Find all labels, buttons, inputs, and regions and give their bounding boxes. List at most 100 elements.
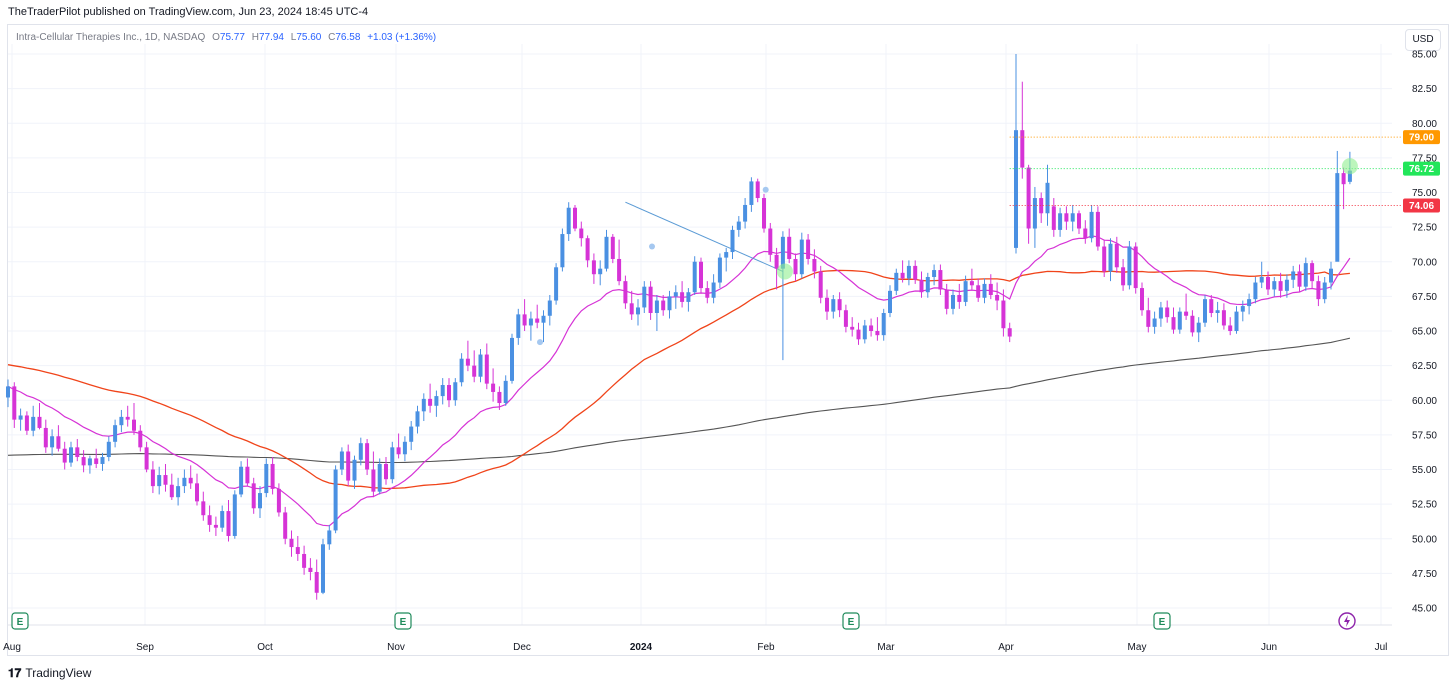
candle-body — [1310, 263, 1315, 282]
candle-body — [629, 303, 634, 315]
open-value: 75.77 — [219, 32, 245, 43]
candle-body — [1228, 325, 1233, 331]
candle-body — [195, 483, 199, 502]
candle-body — [264, 463, 269, 494]
x-tick-label: Mar — [877, 642, 895, 653]
candle-body — [1253, 282, 1258, 300]
candle-body — [837, 299, 842, 311]
symbol-title: Intra-Cellular Therapies Inc., 1D, NASDA… — [16, 32, 206, 43]
candle-body — [1177, 311, 1182, 330]
candle-body — [81, 457, 86, 466]
currency-button[interactable]: USD — [1405, 29, 1441, 51]
candle-body — [163, 475, 168, 485]
candle-body — [232, 494, 237, 536]
earnings-marker-label: E — [400, 617, 407, 628]
candle-body — [339, 451, 344, 470]
candle-body — [888, 290, 892, 313]
candle-body — [944, 289, 949, 309]
price-badge — [1403, 161, 1440, 176]
candle-body — [377, 463, 382, 492]
candle-body — [850, 326, 855, 330]
candle-body — [1051, 206, 1056, 230]
candle-body — [434, 396, 439, 406]
candle-body — [1014, 130, 1018, 248]
candle-body — [207, 515, 212, 525]
candle-body — [995, 294, 1000, 301]
candle-body — [100, 457, 105, 464]
candle-body — [12, 386, 17, 420]
candle-body — [951, 294, 955, 309]
footer-brand-label: TradingView — [25, 666, 92, 680]
candle-body — [806, 239, 811, 259]
earnings-marker-icon — [1153, 612, 1171, 630]
candle-body — [37, 416, 42, 428]
candle-body — [176, 486, 181, 498]
price-badge — [1403, 198, 1440, 213]
candle-body — [636, 307, 640, 315]
slow-moving-average-layer — [7, 337, 1351, 464]
price-badge — [1403, 130, 1440, 145]
earnings-marker-label: E — [848, 617, 855, 628]
candle-body — [1133, 246, 1138, 289]
candle-body — [1165, 307, 1170, 318]
low-value: 75.60 — [296, 32, 322, 43]
candle-body — [1171, 317, 1176, 330]
candle-body — [957, 294, 962, 302]
candle-body — [321, 544, 325, 593]
candle-body — [50, 436, 55, 448]
grid-lines — [8, 44, 1392, 625]
low-label: L — [290, 32, 297, 43]
candle-body — [894, 272, 899, 291]
candle-body — [1083, 228, 1088, 239]
candle-body — [768, 228, 773, 255]
candle-body — [1102, 246, 1107, 272]
candle-body — [547, 300, 552, 316]
fast-moving-average-layer — [7, 235, 1351, 527]
candle-body — [1303, 263, 1308, 287]
candle-body — [113, 425, 118, 442]
candle-body — [1278, 281, 1283, 291]
candle-body — [24, 415, 29, 431]
candle-body — [6, 386, 10, 398]
candle-body — [566, 207, 571, 235]
candle-body — [1077, 213, 1081, 229]
candle-body — [919, 279, 924, 293]
candle-body — [988, 283, 993, 295]
y-tick-label: 75.00 — [1412, 188, 1437, 199]
candle-body — [1203, 299, 1207, 323]
candle-body — [138, 430, 143, 448]
candle-body — [251, 483, 256, 509]
y-tick-label: 45.00 — [1412, 604, 1437, 615]
y-tick-label: 85.00 — [1412, 50, 1437, 61]
candle-body — [421, 398, 426, 412]
candle-body — [604, 236, 609, 269]
ma-mid-line — [7, 269, 1350, 490]
high-value: 77.94 — [258, 32, 284, 43]
lightning-glyph — [1344, 615, 1350, 627]
candle-body — [409, 426, 414, 442]
tradingview-logo-icon: 𝟏𝟕 — [8, 666, 22, 680]
candle-body — [982, 283, 987, 298]
candle-body — [705, 288, 710, 298]
close-value: 76.58 — [335, 32, 361, 43]
candle-body — [938, 270, 943, 290]
price-badge-label: 74.06 — [1409, 201, 1434, 212]
candle-body — [554, 267, 559, 301]
signal-dot — [649, 243, 655, 250]
candle-body — [308, 567, 313, 572]
candle-body — [648, 286, 653, 313]
x-tick-label: Aug — [3, 642, 21, 653]
candle-body — [1140, 288, 1144, 311]
candle-body — [825, 297, 829, 312]
candle-body — [812, 258, 817, 272]
candle-body — [1007, 328, 1012, 337]
signal-dot — [762, 186, 769, 193]
candle-body — [743, 204, 748, 222]
candle-body — [1221, 310, 1226, 326]
candle-body — [1247, 299, 1252, 307]
candle-body — [528, 318, 533, 326]
candle-body — [699, 261, 703, 289]
mid-moving-average-layer — [7, 269, 1350, 490]
candle-body — [875, 331, 880, 336]
